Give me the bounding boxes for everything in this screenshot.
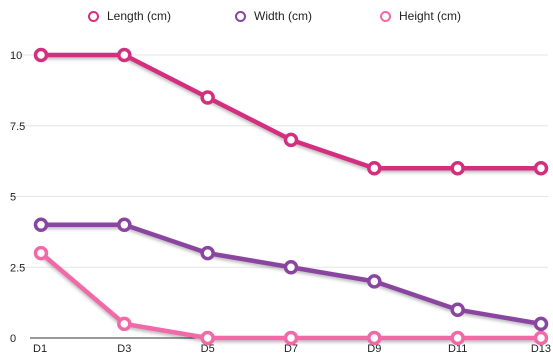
y-tick-label: 0 — [10, 333, 16, 345]
legend-marker-height — [380, 10, 391, 22]
data-point — [367, 330, 382, 346]
legend-item-height: Height (cm) — [380, 9, 461, 23]
legend-label-height: Height (cm) — [399, 9, 462, 23]
x-tick-label: D3 — [117, 343, 131, 355]
data-point — [117, 217, 132, 233]
data-point — [533, 316, 549, 332]
series-2 — [33, 217, 549, 332]
legend-item-length: Length (cm) — [88, 9, 171, 23]
legend-marker-length — [88, 10, 99, 22]
data-point — [200, 90, 215, 105]
legend-label-width: Width (cm) — [254, 9, 312, 23]
x-tick-label: D1 — [33, 343, 47, 355]
data-point — [33, 245, 49, 261]
data-point — [450, 330, 465, 346]
data-point — [117, 47, 132, 63]
y-tick-label: 7.5 — [10, 121, 25, 133]
x-tick-label: D11 — [448, 343, 467, 355]
x-tick-label: D7 — [284, 343, 298, 355]
data-point — [33, 217, 49, 233]
data-point — [367, 274, 382, 289]
legend-marker-width — [235, 10, 246, 22]
grid-layer — [10, 54, 548, 268]
series-layer — [33, 47, 549, 346]
x-tick-label: D9 — [367, 343, 381, 355]
y-tick-label: 2.5 — [10, 262, 25, 274]
data-point — [200, 245, 215, 261]
data-point — [367, 160, 382, 176]
legend-label-length: Length (cm) — [107, 9, 172, 23]
axis-layer: 0 2.5 5 7.5 10 D1 D3 D5 D7 D9 D11 D13 — [10, 50, 551, 355]
data-point — [533, 160, 549, 176]
data-point — [117, 316, 132, 332]
data-point — [33, 47, 49, 63]
x-tick-label: D5 — [201, 343, 215, 355]
x-tick-label: D13 — [531, 343, 551, 355]
data-point — [450, 160, 465, 176]
data-point — [283, 330, 299, 346]
y-tick-label: 10 — [10, 50, 22, 62]
data-point — [200, 330, 215, 346]
series-3 — [33, 245, 549, 346]
legend: Length (cm) Width (cm) Height (cm) — [0, 9, 553, 29]
legend-item-width: Width (cm) — [235, 9, 312, 23]
data-point — [283, 260, 299, 275]
y-tick-label: 5 — [10, 192, 16, 204]
data-point — [533, 330, 549, 346]
data-point — [450, 302, 465, 317]
series-line — [38, 52, 544, 171]
data-point — [283, 132, 299, 148]
series-1 — [33, 47, 549, 176]
